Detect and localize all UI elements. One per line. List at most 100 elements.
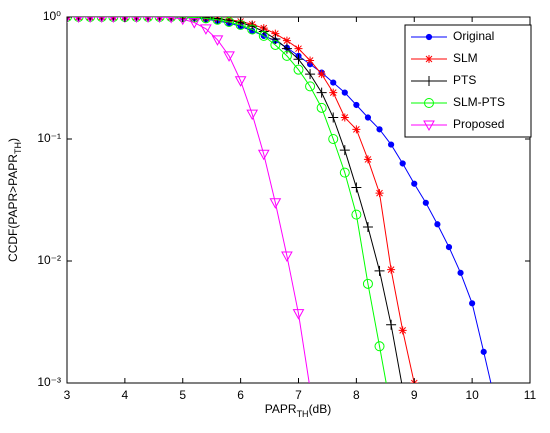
marker-circle bbox=[362, 278, 373, 289]
marker-dot bbox=[469, 300, 476, 307]
marker-star bbox=[340, 113, 349, 122]
x-label-unit: (dB) bbox=[309, 402, 332, 416]
marker-dot bbox=[353, 101, 360, 109]
marker-star bbox=[363, 155, 372, 164]
marker-plus bbox=[293, 54, 304, 65]
marker-plus bbox=[143, 17, 154, 22]
marker-triangle bbox=[188, 18, 201, 29]
marker-triangle bbox=[75, 17, 82, 24]
marker-plus bbox=[270, 34, 281, 45]
marker-plus bbox=[281, 43, 292, 54]
plot-area bbox=[67, 17, 492, 383]
x-tick-label: 7 bbox=[295, 388, 302, 402]
marker-dot bbox=[376, 126, 383, 133]
marker-plus bbox=[212, 17, 223, 24]
marker-plus bbox=[362, 221, 373, 232]
marker-triangle bbox=[292, 309, 305, 320]
marker-triangle bbox=[98, 17, 106, 24]
marker-circle bbox=[293, 64, 304, 75]
marker-circle bbox=[224, 17, 235, 27]
marker-dot bbox=[457, 269, 464, 276]
series-line bbox=[67, 17, 403, 383]
y-tick-label: 10⁻³ bbox=[37, 375, 61, 389]
marker-circle bbox=[328, 134, 339, 144]
series-line bbox=[67, 17, 310, 383]
x-tick-label: 8 bbox=[353, 388, 360, 402]
marker-circle bbox=[424, 98, 434, 108]
marker-dot bbox=[425, 33, 433, 41]
marker-triangle bbox=[144, 17, 152, 24]
marker-plus bbox=[316, 87, 327, 98]
y-tick-label: 10⁻¹ bbox=[37, 131, 61, 145]
marker-star bbox=[271, 29, 280, 38]
marker-circle bbox=[351, 209, 362, 220]
marker-circle bbox=[316, 102, 327, 113]
marker-plus bbox=[85, 17, 96, 22]
marker-dot bbox=[411, 180, 418, 187]
marker-plus bbox=[328, 112, 339, 123]
marker-star bbox=[329, 88, 338, 97]
legend-label: SLM bbox=[453, 51, 478, 65]
marker-circle bbox=[270, 39, 281, 50]
y-label-sub: TH bbox=[13, 142, 23, 154]
marker-plus bbox=[73, 17, 84, 22]
x-tick-label: 10 bbox=[465, 388, 479, 402]
x-tick-label: 3 bbox=[64, 388, 71, 402]
x-label-sub: TH bbox=[297, 409, 309, 419]
marker-triangle bbox=[200, 24, 212, 35]
marker-plus bbox=[351, 182, 362, 193]
marker-circle bbox=[305, 81, 316, 92]
x-tick-label: 4 bbox=[122, 388, 129, 402]
marker-star bbox=[375, 189, 384, 198]
marker-circle bbox=[339, 167, 350, 178]
marker-triangle bbox=[269, 198, 282, 209]
marker-triangle bbox=[257, 149, 270, 161]
y-label-end: ) bbox=[6, 138, 20, 142]
marker-triangle bbox=[86, 17, 94, 24]
marker-dot bbox=[480, 348, 487, 355]
legend-label: PTS bbox=[453, 73, 476, 87]
marker-circle bbox=[200, 17, 211, 24]
marker-plus bbox=[131, 17, 142, 22]
marker-triangle bbox=[133, 17, 140, 24]
marker-circle bbox=[247, 24, 258, 35]
marker-star bbox=[306, 56, 315, 65]
y-tick-label: 10⁰ bbox=[43, 9, 61, 23]
marker-dot bbox=[399, 160, 406, 167]
legend: Original SLM PTS SLM-PTS Proposed bbox=[404, 24, 532, 138]
marker-star bbox=[317, 70, 326, 79]
marker-plus bbox=[339, 145, 350, 156]
marker-circle bbox=[281, 50, 292, 61]
marker-triangle bbox=[281, 251, 293, 262]
y-label-main: CCDF(PAPR>PAPR bbox=[6, 154, 20, 262]
marker-plus bbox=[224, 17, 235, 26]
marker-circle bbox=[258, 30, 269, 41]
marker-dot bbox=[364, 114, 372, 121]
marker-triangle bbox=[223, 51, 235, 62]
x-tick-label: 9 bbox=[411, 388, 418, 402]
marker-triangle bbox=[211, 35, 224, 46]
marker-triangle bbox=[234, 76, 247, 87]
marker-star bbox=[282, 36, 291, 45]
series-line bbox=[67, 17, 387, 383]
y-tick-label: 10⁻² bbox=[37, 253, 61, 267]
marker-plus bbox=[154, 17, 165, 22]
marker-dot bbox=[341, 89, 348, 96]
marker-star bbox=[387, 265, 396, 274]
marker-triangle bbox=[156, 17, 163, 24]
marker-circle bbox=[166, 17, 177, 22]
marker-plus bbox=[166, 17, 177, 22]
marker-plus bbox=[108, 17, 119, 22]
x-tick-label: 6 bbox=[237, 388, 244, 402]
x-tick-label: 5 bbox=[179, 388, 186, 402]
legend-label: SLM-PTS bbox=[453, 95, 505, 109]
x-axis-label: PAPRTH(dB) bbox=[265, 402, 331, 419]
x-label-main: PAPR bbox=[265, 402, 297, 416]
marker-circle bbox=[189, 17, 200, 23]
marker-star bbox=[425, 55, 433, 63]
marker-triangle bbox=[178, 17, 188, 26]
marker-triangle bbox=[167, 17, 175, 24]
marker-plus bbox=[374, 265, 385, 276]
legend-label: Original bbox=[453, 29, 494, 43]
